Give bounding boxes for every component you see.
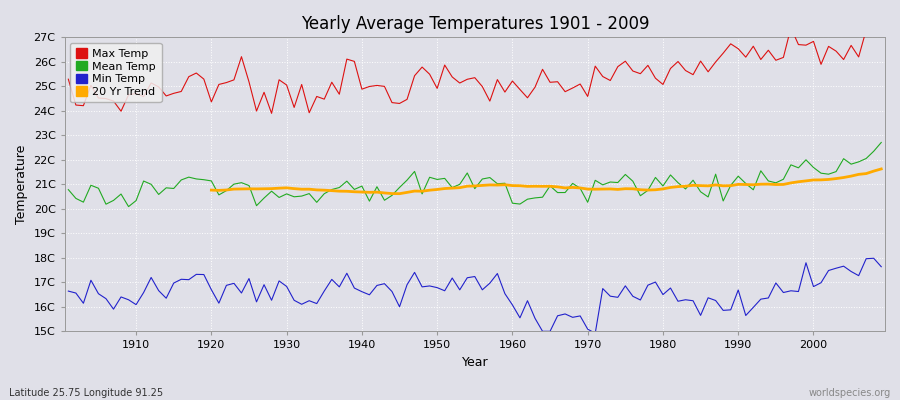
- Legend: Max Temp, Mean Temp, Min Temp, 20 Yr Trend: Max Temp, Mean Temp, Min Temp, 20 Yr Tre…: [70, 43, 161, 102]
- Y-axis label: Temperature: Temperature: [15, 145, 28, 224]
- Text: worldspecies.org: worldspecies.org: [809, 388, 891, 398]
- X-axis label: Year: Year: [462, 356, 488, 369]
- Title: Yearly Average Temperatures 1901 - 2009: Yearly Average Temperatures 1901 - 2009: [301, 15, 649, 33]
- Text: Latitude 25.75 Longitude 91.25: Latitude 25.75 Longitude 91.25: [9, 388, 163, 398]
